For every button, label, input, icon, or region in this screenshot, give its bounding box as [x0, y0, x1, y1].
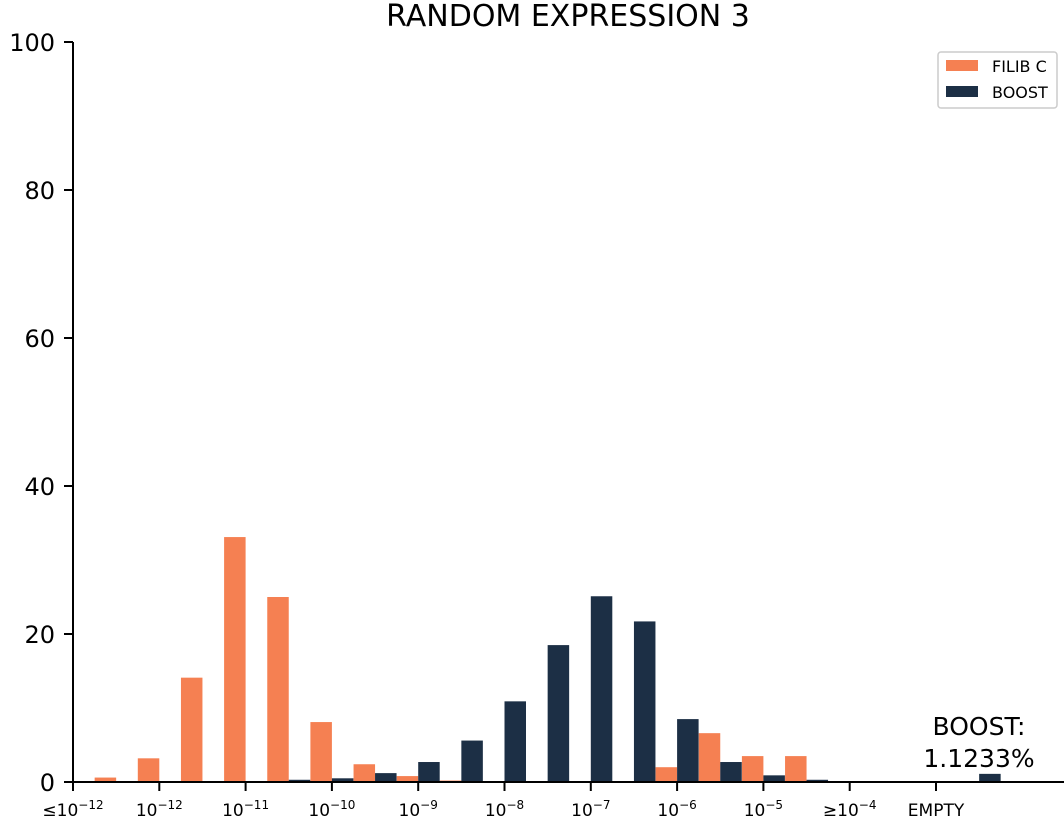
bars-group [94, 537, 1001, 782]
y-tick-label: 100 [9, 29, 55, 57]
filib-c-bar-6 [310, 722, 332, 782]
legend-swatch [946, 86, 978, 97]
filib-c-bar-3 [180, 677, 203, 782]
legend-swatch [946, 60, 978, 71]
filib-c-bar-14 [655, 767, 678, 782]
boost-bar-11 [547, 645, 570, 782]
boost-bar-13 [633, 621, 656, 782]
filib-c-bar-8 [396, 776, 419, 782]
boost-bar-5 [288, 779, 311, 782]
annotation-line-2: 1.1233% [923, 744, 1034, 773]
boost-bar-9 [461, 740, 483, 782]
boost-bar-15 [720, 762, 742, 782]
filib-c-bar-7 [353, 764, 376, 782]
filib-c-bar-15 [698, 733, 721, 782]
x-tick-label: 10−5 [744, 798, 783, 821]
boost-bar-14 [677, 719, 699, 782]
y-tick-label: 80 [24, 177, 55, 205]
boost-bar-12 [590, 596, 613, 782]
y-tick-label: 0 [40, 769, 55, 797]
legend: FILIB C BOOST [937, 51, 1058, 109]
filib-c-bar-17 [785, 756, 807, 782]
annotation-line-1: BOOST: [933, 712, 1026, 741]
y-tick-label: 20 [24, 621, 55, 649]
boost-bar-16 [763, 775, 785, 782]
boost-bar-17 [806, 779, 829, 782]
x-tick-label: 10−10 [308, 798, 355, 821]
x-tick-label: ≤10−12 [42, 798, 103, 821]
boost-bar-21 [979, 773, 1001, 782]
boost-bar-6 [331, 778, 354, 782]
y-tick-label: 60 [24, 325, 55, 353]
x-tick-label: 10−12 [136, 798, 183, 821]
legend-label: BOOST [992, 83, 1048, 102]
x-tick-label: 10−8 [485, 798, 524, 821]
filib-c-bar-5 [267, 597, 289, 782]
empty-annotation: BOOST: 1.1233% [923, 712, 1034, 773]
x-tick-label: 10−9 [399, 798, 438, 821]
filib-c-bar-2 [137, 758, 160, 782]
x-tick-label: EMPTY [908, 801, 965, 821]
filib-c-bar-1 [94, 777, 117, 782]
boost-bar-8 [418, 762, 440, 782]
filib-c-bar-16 [741, 756, 764, 782]
x-tick-label: 10−7 [571, 798, 610, 821]
y-tick-label: 40 [24, 473, 55, 501]
boost-bar-10 [504, 701, 526, 782]
boost-bar-7 [375, 773, 397, 782]
filib-c-bar-4 [224, 537, 246, 782]
x-tick-label: 10−6 [657, 798, 696, 821]
axes-group: 0 20 40 60 80 100 ≤10−12 10−12 10−11 10−10 10−9 10−… [9, 29, 1064, 821]
x-tick-label: ≥10−4 [823, 798, 877, 821]
chart-title: RANDOM EXPRESSION 3 [386, 0, 750, 34]
legend-label: FILIB C [992, 57, 1047, 76]
x-tick-label: 10−11 [222, 798, 269, 821]
